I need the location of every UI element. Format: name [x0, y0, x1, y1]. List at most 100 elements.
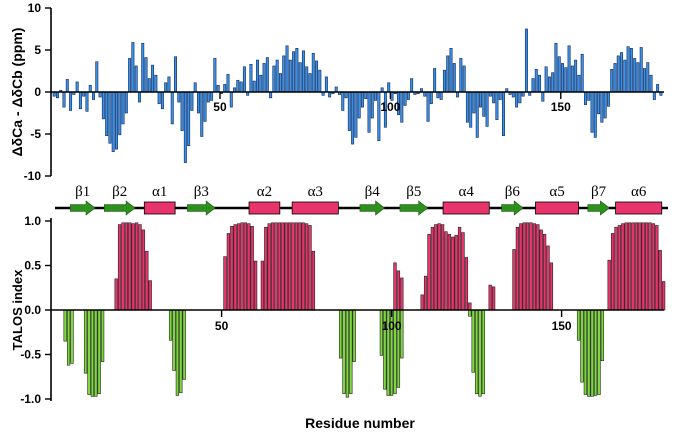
top-y-tick-label: 10: [28, 1, 42, 15]
top-y-axis-label: ΔδCa - ΔδCb (ppm): [9, 28, 25, 157]
strand-bar: [97, 309, 101, 394]
strand-bar: [70, 309, 74, 364]
shift-bar: [652, 91, 656, 100]
shift-bar: [351, 91, 355, 145]
strand-arrow: [70, 200, 96, 216]
shift-bar: [134, 65, 138, 93]
shift-bar: [190, 91, 194, 111]
shift-bar: [557, 56, 561, 93]
shift-bar: [206, 91, 210, 103]
shift-bar: [429, 91, 433, 105]
shift-bar: [570, 65, 574, 93]
shift-bar: [213, 58, 217, 93]
shift-bar: [223, 84, 227, 93]
shift-bar: [180, 91, 184, 131]
shift-bar: [160, 91, 164, 110]
bottom-y-axis-label: TALOS index: [10, 269, 25, 350]
helix-bar: [304, 223, 309, 311]
strand-bar: [90, 309, 95, 397]
shift-bar: [282, 55, 286, 93]
shift-bar: [154, 74, 158, 93]
helix-bar: [461, 232, 465, 311]
shift-bar: [269, 91, 273, 99]
strand-bar: [593, 309, 598, 396]
shift-bar: [492, 91, 496, 104]
shift-bar: [479, 91, 482, 108]
shift-bar: [360, 91, 364, 108]
shift-bar: [265, 57, 269, 93]
helix-bar: [226, 233, 231, 311]
shift-bar: [610, 69, 614, 93]
strand-bar: [597, 309, 601, 395]
bottom-x-tick-label: 50: [215, 319, 229, 333]
shift-bar: [347, 91, 351, 131]
helix-bar: [451, 236, 455, 311]
shift-bar: [459, 58, 463, 93]
shift-bar: [275, 59, 279, 93]
shift-bar: [128, 58, 132, 93]
helix-bar: [247, 223, 251, 311]
helix-bar: [423, 275, 428, 311]
strand-bar: [576, 309, 581, 341]
shift-bar: [295, 48, 299, 93]
shift-bar: [177, 91, 181, 103]
helix-bar: [515, 226, 520, 311]
shift-bar: [498, 91, 502, 100]
shift-bar: [193, 82, 197, 93]
bottom-y-tick-label: -0.5: [20, 348, 41, 362]
top-y-tick-label: 5: [34, 43, 41, 57]
shift-bar: [88, 84, 92, 93]
strand-bar: [468, 309, 472, 317]
helix-bar: [138, 224, 142, 311]
helix-bar: [434, 224, 438, 311]
top-x-tick-label: 100: [380, 100, 400, 114]
secondary-structure-track: β1 β2 α1 β3 α2 α3 β4 β5 α4 β6 α5 β7 α6: [55, 184, 668, 216]
strand-bar: [338, 309, 343, 359]
shift-bar: [262, 63, 266, 93]
bottom-y-tick-label: 0.0: [24, 303, 41, 317]
helix-bar: [627, 222, 632, 311]
helix-bar: [284, 222, 288, 311]
helix-bar: [253, 260, 258, 311]
top-y-ticks: 10 5 0 -5 -10: [24, 1, 51, 183]
shift-bar: [629, 48, 633, 93]
shift-bar: [406, 91, 410, 100]
shift-bar: [403, 91, 407, 106]
shift-bar: [354, 91, 358, 138]
strand-bar: [100, 309, 105, 362]
shift-bar: [239, 81, 243, 93]
helix-bar: [491, 286, 496, 311]
shift-bar: [344, 91, 348, 99]
ss-label: β6: [505, 184, 521, 200]
helix-bar: [634, 222, 639, 311]
shift-bar: [531, 78, 535, 93]
helix-block: [248, 201, 281, 215]
shift-bar: [141, 42, 145, 93]
helix-bar: [644, 222, 649, 311]
shift-bar: [118, 91, 122, 136]
ss-label: β3: [194, 184, 209, 200]
bottom-y-tick-label: 0.5: [24, 259, 41, 273]
helix-bar: [298, 222, 302, 311]
ss-label: β4: [365, 184, 381, 200]
shift-bar: [157, 91, 161, 105]
strand-bar: [471, 309, 475, 373]
shift-bar: [69, 91, 73, 111]
helix-bar: [134, 222, 139, 311]
shift-bar: [623, 59, 627, 93]
strand-bar: [349, 309, 353, 394]
shift-bar: [65, 79, 69, 93]
helix-block: [442, 201, 490, 215]
helix-bar: [124, 222, 129, 311]
ss-label: α6: [631, 184, 647, 200]
strand-arrow: [587, 200, 610, 216]
top-x-tick-label: 150: [551, 100, 571, 114]
strand-arrow: [103, 200, 136, 216]
shift-bar: [587, 91, 591, 101]
helix-bar: [223, 256, 227, 311]
shift-bar: [105, 91, 109, 136]
shift-bar: [613, 63, 617, 93]
strand-bar: [600, 309, 605, 362]
shift-bar: [515, 91, 519, 108]
shift-bar: [564, 67, 568, 93]
